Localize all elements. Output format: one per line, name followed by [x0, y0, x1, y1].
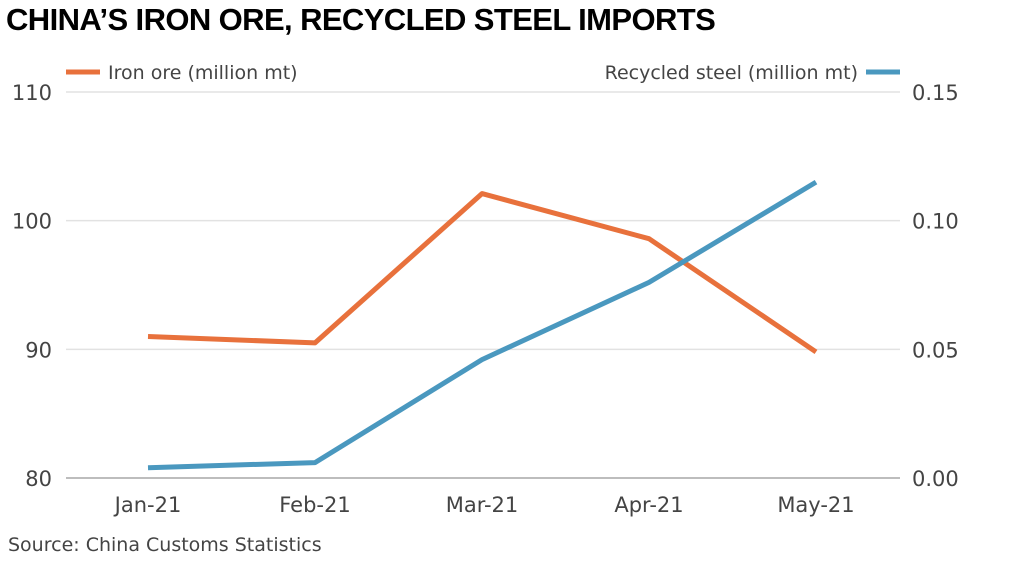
series-lines — [147, 179, 818, 471]
x-tick-label: Jan-21 — [113, 493, 182, 517]
left-tick-label: 100 — [12, 210, 52, 234]
right-y-axis: 0.00 0.05 0.10 0.15 — [912, 81, 959, 491]
legend-label: Iron ore (million mt) — [108, 62, 298, 84]
chart-title: CHINA’S IRON ORE, RECYCLED STEEL IMPORTS — [6, 2, 716, 37]
x-axis: Jan-21 Feb-21 Mar-21 Apr-21 May-21 — [113, 493, 855, 517]
right-tick-label: 0.15 — [912, 81, 959, 105]
x-tick-label: Mar-21 — [446, 493, 519, 517]
legend: Iron ore (million mt) Recycled steel (mil… — [66, 62, 900, 84]
source-note: Source: China Customs Statistics — [8, 534, 322, 556]
x-tick-label: May-21 — [777, 493, 854, 517]
left-tick-label: 110 — [12, 81, 52, 105]
legend-label: Recycled steel (million mt) — [605, 62, 858, 84]
x-tick-label: Feb-21 — [279, 493, 350, 517]
series-line-iron-ore — [147, 191, 818, 354]
right-tick-label: 0.00 — [912, 467, 959, 491]
x-tick-label: Apr-21 — [614, 493, 683, 517]
series-line-recycled-steel — [147, 179, 818, 471]
gridlines — [66, 91, 900, 479]
right-tick-label: 0.05 — [912, 338, 959, 362]
left-tick-label: 80 — [25, 467, 52, 491]
left-y-axis: 80 90 100 110 — [12, 81, 52, 491]
left-tick-label: 90 — [25, 338, 52, 362]
right-tick-label: 0.10 — [912, 210, 959, 234]
